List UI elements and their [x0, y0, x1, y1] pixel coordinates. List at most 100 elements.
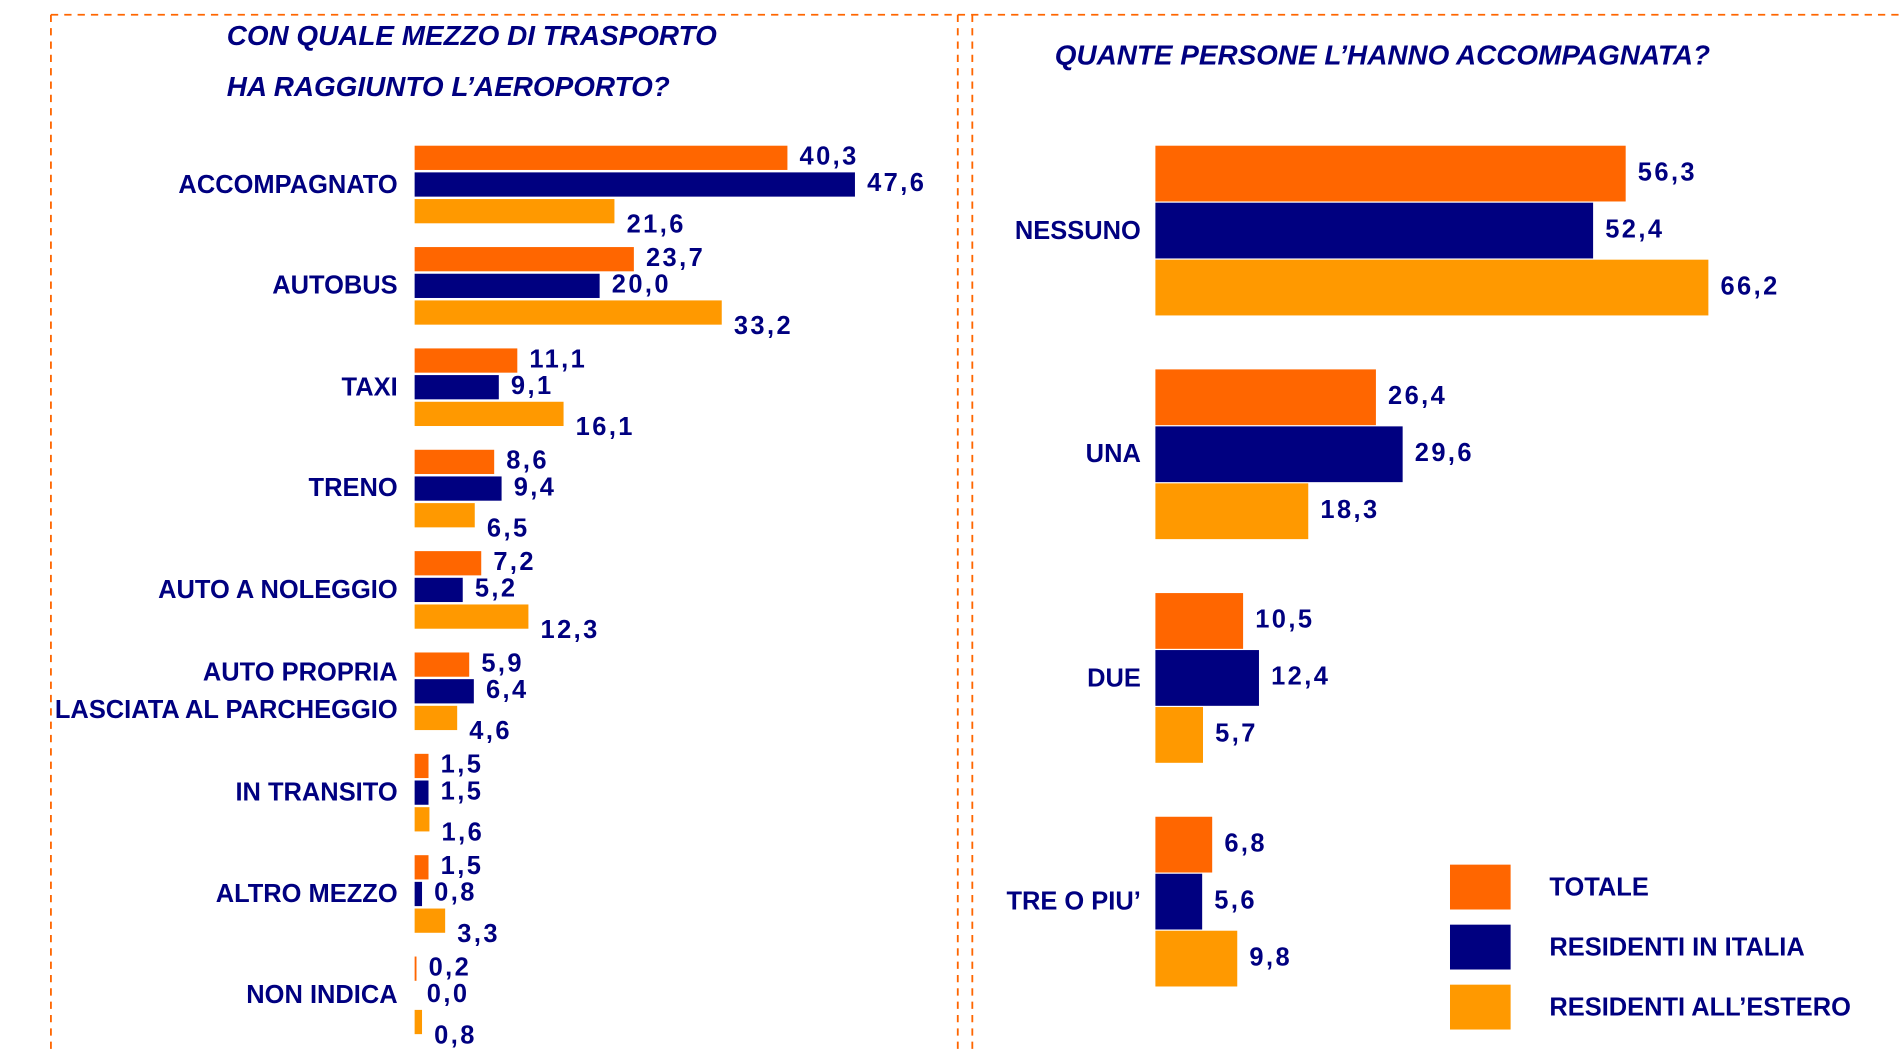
value-label: 16,1	[576, 413, 635, 441]
value-label: 12,3	[541, 616, 600, 644]
value-label: 7,2	[493, 548, 536, 576]
bar	[414, 652, 470, 677]
bar	[414, 145, 788, 170]
category-label: IN TRANSITO	[235, 778, 398, 807]
bar	[1155, 873, 1203, 930]
value-label: 66,2	[1720, 272, 1779, 300]
value-label: 47,6	[867, 169, 926, 197]
bar	[1155, 369, 1376, 426]
bar	[414, 273, 600, 298]
bar	[414, 300, 722, 325]
value-label: 6,4	[486, 676, 529, 704]
bar	[1155, 930, 1238, 987]
value-label: 0,8	[434, 1021, 477, 1049]
category-label-box: DUE	[1087, 663, 1141, 692]
chart-title-box: QUANTE PERSONE L’HANNO ACCOMPAGNATA?	[1054, 39, 1711, 71]
legend-swatch	[1449, 984, 1511, 1030]
bar	[414, 577, 463, 603]
value-label: 26,4	[1388, 382, 1447, 410]
bar	[414, 753, 429, 779]
value-label: 8,6	[506, 447, 549, 475]
value-label: 9,8	[1249, 943, 1292, 971]
bar	[1155, 816, 1213, 873]
category-label: ACCOMPAGNATO	[178, 170, 398, 199]
bar	[1155, 707, 1204, 763]
bar	[1155, 483, 1309, 540]
value-label: 10,5	[1255, 606, 1314, 634]
bar	[414, 1009, 423, 1035]
category-label-box: AUTO A NOLEGGIO	[158, 575, 398, 604]
category-label: AUTO A NOLEGGIO	[158, 575, 398, 604]
bar	[414, 401, 564, 427]
chart-title: CON QUALE MEZZO DI TRASPORTO HA RAGGIUNT…	[226, 19, 717, 103]
bar	[414, 172, 855, 197]
bar	[414, 679, 474, 704]
value-label: 29,6	[1415, 439, 1474, 467]
value-label: 18,3	[1320, 496, 1379, 524]
value-label: 0,8	[434, 879, 477, 907]
category-label: TRE O PIU’	[1006, 887, 1141, 916]
bar	[1155, 259, 1709, 316]
category-label: NESSUNO	[1014, 216, 1141, 245]
bar	[1155, 593, 1244, 649]
bar	[414, 956, 417, 981]
bar	[414, 375, 499, 400]
category-label-box: AUTOBUS	[272, 272, 397, 300]
value-label: 52,4	[1605, 215, 1664, 243]
value-label: 33,2	[734, 312, 793, 340]
legend-swatch	[1449, 864, 1511, 910]
chart-title: QUANTE PERSONE L’HANNO ACCOMPAGNATA?	[1054, 39, 1711, 71]
category-label: NON INDICA	[246, 981, 398, 1010]
bar	[1155, 202, 1594, 259]
value-label: 3,3	[457, 920, 500, 948]
chart-title-box: CON QUALE MEZZO DI TRASPORTO HA RAGGIUNT…	[226, 19, 717, 103]
category-label: TAXI	[341, 373, 398, 402]
category-label-box: TAXI	[341, 373, 398, 402]
value-label: 20,0	[612, 271, 671, 299]
category-label-box: ACCOMPAGNATO	[178, 170, 398, 199]
category-label-box: TRE O PIU’	[1006, 887, 1141, 916]
value-label: 23,7	[646, 244, 705, 272]
bar	[414, 705, 458, 731]
legend-label: TOTALE	[1549, 874, 1648, 902]
value-label: 56,3	[1638, 158, 1697, 186]
value-label: 5,2	[475, 575, 518, 603]
bar	[414, 503, 475, 528]
value-label: 11,1	[529, 345, 587, 373]
bar	[414, 199, 615, 224]
bar	[414, 476, 502, 501]
category-label: UNA	[1085, 440, 1141, 469]
category-label: DUE	[1087, 663, 1141, 692]
value-label: 40,3	[800, 143, 859, 171]
bar	[414, 908, 446, 933]
category-label: AUTO PROPRIA LASCIATA AL PARCHEGGIO	[54, 658, 398, 725]
bar	[414, 807, 430, 832]
bar	[414, 780, 429, 805]
legend-swatch	[1449, 924, 1511, 970]
value-label: 9,4	[514, 473, 557, 501]
value-label: 5,7	[1215, 720, 1258, 748]
category-label-box: TRENO	[309, 475, 398, 503]
value-label: 4,6	[469, 717, 512, 745]
value-label: 5,9	[481, 649, 524, 677]
value-label: 12,4	[1271, 663, 1330, 691]
value-label: 1,5	[441, 777, 484, 805]
bar	[414, 855, 429, 880]
value-label: 6,8	[1224, 829, 1267, 857]
legend-label: RESIDENTI IN ITALIA	[1549, 934, 1804, 962]
value-label: 5,6	[1214, 886, 1257, 914]
legend-label: RESIDENTI ALL’ESTERO	[1549, 994, 1851, 1022]
value-label: 9,1	[511, 372, 554, 400]
category-label-box: NON INDICA	[246, 981, 398, 1010]
bar	[414, 604, 529, 629]
value-label: 21,6	[627, 210, 686, 238]
value-label: 1,5	[441, 751, 484, 779]
category-label-box: NESSUNO	[1014, 216, 1141, 245]
value-label: 6,5	[487, 515, 530, 543]
bar	[1155, 426, 1403, 483]
category-label-box: UNA	[1085, 440, 1141, 469]
category-label-box: IN TRANSITO	[235, 778, 398, 807]
bar	[1155, 145, 1626, 202]
value-label: 1,6	[442, 819, 485, 847]
